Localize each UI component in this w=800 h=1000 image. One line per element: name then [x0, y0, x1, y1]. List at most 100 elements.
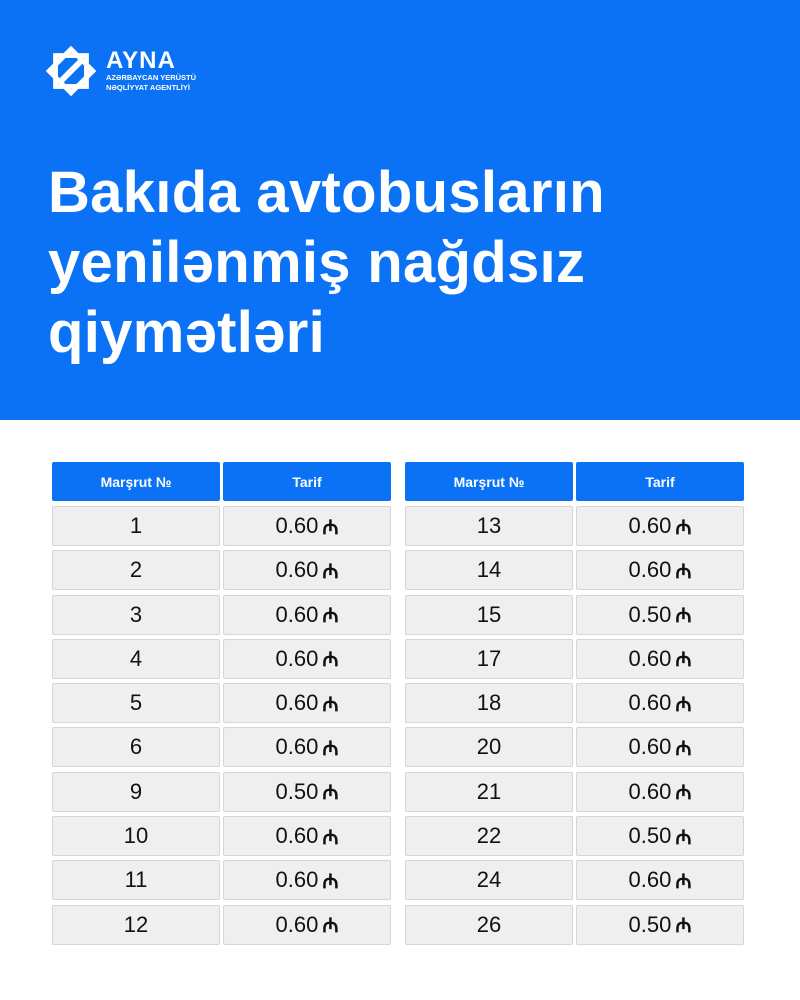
fare-value: 0.60 — [628, 513, 672, 538]
table-row: 4 0.60 ₼ — [52, 638, 391, 679]
fare-cell: 0.60 ₼ — [223, 683, 391, 724]
fare-cell: 0.60 ₼ — [576, 550, 744, 591]
page-title: Bakıda avtobusların yenilənmiş nağdsız q… — [48, 158, 605, 368]
fare-value: 0.60 — [275, 823, 319, 849]
hero-banner: AYNA AZƏRBAYCAN YERÜSTÜ NƏQLİYYAT AGENTL… — [0, 0, 800, 420]
ayna-star-icon — [45, 45, 97, 97]
manat-icon: ₼ — [322, 915, 339, 938]
fare-value: 0.60 — [628, 867, 672, 893]
logo-line-1: AZƏRBAYCAN YERÜSTÜ — [106, 73, 197, 82]
manat-icon: ₼ — [675, 693, 692, 716]
route-number: 21 — [405, 771, 573, 812]
manat-icon: ₼ — [322, 649, 339, 672]
manat-icon: ₼ — [322, 782, 339, 805]
fare-cell: 0.60 ₼ — [223, 594, 391, 635]
fare-cell: 0.60 ₼ — [223, 727, 391, 768]
route-number: 26 — [405, 904, 573, 945]
fare-cell: 0.50 ₼ — [576, 594, 744, 635]
fare-value: 0.60 — [275, 513, 319, 538]
manat-icon: ₼ — [675, 826, 692, 849]
table-row: 26 0.50 ₼ — [405, 904, 744, 945]
logo-brand: AYNA — [106, 47, 176, 74]
route-number: 5 — [52, 683, 220, 724]
route-number: 13 — [405, 506, 573, 546]
fare-value: 0.50 — [628, 601, 672, 627]
manat-icon: ₼ — [675, 649, 692, 672]
table-row: 6 0.60 ₼ — [52, 727, 391, 768]
manat-icon: ₼ — [322, 870, 339, 893]
fare-cell: 0.60 ₼ — [223, 638, 391, 679]
route-number: 24 — [405, 860, 573, 901]
table-row: 10 0.60 ₼ — [52, 816, 391, 857]
title-line: Bakıda avtobusların — [48, 160, 605, 225]
manat-icon: ₼ — [322, 693, 339, 716]
table-row: 3 0.60 ₼ — [52, 594, 391, 635]
table-row: 21 0.60 ₼ — [405, 771, 744, 812]
route-number: 10 — [52, 816, 220, 857]
fare-value: 0.60 — [628, 690, 672, 716]
manat-icon: ₼ — [675, 737, 692, 760]
column-header: Tarif — [576, 462, 744, 501]
route-number: 14 — [405, 550, 573, 591]
fare-cell: 0.60 ₼ — [576, 683, 744, 724]
fare-value: 0.60 — [628, 734, 672, 760]
manat-icon: ₼ — [322, 516, 339, 539]
fare-cell: 0.60 ₼ — [223, 506, 391, 546]
fare-cell: 0.50 ₼ — [223, 771, 391, 812]
manat-icon: ₼ — [675, 870, 692, 893]
table-row: 13 0.60 ₼ — [405, 506, 744, 546]
fare-value: 0.60 — [275, 557, 319, 583]
fare-value: 0.60 — [628, 557, 672, 583]
table-row: 18 0.60 ₼ — [405, 683, 744, 724]
table-row: 1 0.60 ₼ — [52, 506, 391, 546]
table-row: 2 0.60 ₼ — [52, 550, 391, 591]
manat-icon: ₼ — [322, 560, 339, 583]
logo: AYNA AZƏRBAYCAN YERÜSTÜ NƏQLİYYAT AGENTL… — [42, 42, 196, 100]
table-row: 22 0.50 ₼ — [405, 816, 744, 857]
table-header: Marşrut № Tarif — [405, 462, 744, 501]
fare-cell: 0.60 ₼ — [576, 727, 744, 768]
route-number: 20 — [405, 727, 573, 768]
manat-icon: ₼ — [322, 826, 339, 849]
route-number: 15 — [405, 594, 573, 635]
manat-icon: ₼ — [675, 915, 692, 938]
manat-icon: ₼ — [322, 605, 339, 628]
route-number: 18 — [405, 683, 573, 724]
route-number: 12 — [52, 904, 220, 945]
logo-line-2: NƏQLİYYAT AGENTLİYİ — [106, 83, 190, 92]
route-number: 4 — [52, 638, 220, 679]
manat-icon: ₼ — [675, 782, 692, 805]
fare-cell: 0.60 ₼ — [223, 816, 391, 857]
fare-value: 0.50 — [628, 823, 672, 849]
fare-cell: 0.60 ₼ — [576, 506, 744, 546]
fare-value: 0.60 — [275, 690, 319, 716]
table-row: 11 0.60 ₼ — [52, 860, 391, 901]
table-row: 24 0.60 ₼ — [405, 860, 744, 901]
table-row: 20 0.60 ₼ — [405, 727, 744, 768]
fare-value: 0.60 — [275, 601, 319, 627]
fare-cell: 0.60 ₼ — [223, 860, 391, 901]
fare-value: 0.60 — [275, 867, 319, 893]
table-row: 12 0.60 ₼ — [52, 904, 391, 945]
fare-cell: 0.50 ₼ — [576, 816, 744, 857]
fare-cell: 0.60 ₼ — [223, 550, 391, 591]
fare-cell: 0.60 ₼ — [223, 904, 391, 945]
fare-value: 0.60 — [275, 734, 319, 760]
fare-value: 0.60 — [628, 645, 672, 671]
fare-table-right: Marşrut № Tarif 13 0.60 ₼ 14 0.60 ₼ 15 0.50… — [405, 462, 744, 949]
fare-value: 0.60 — [275, 911, 319, 937]
route-number: 3 — [52, 594, 220, 635]
route-number: 1 — [52, 506, 220, 546]
route-number: 11 — [52, 860, 220, 901]
table-row: 5 0.60 ₼ — [52, 683, 391, 724]
fare-cell: 0.60 ₼ — [576, 771, 744, 812]
fare-cell: 0.60 ₼ — [576, 638, 744, 679]
fare-cell: 0.60 ₼ — [576, 860, 744, 901]
column-header: Marşrut № — [405, 462, 573, 501]
route-number: 22 — [405, 816, 573, 857]
table-header: Marşrut № Tarif — [52, 462, 391, 501]
table-row: 9 0.50 ₼ — [52, 771, 391, 812]
route-number: 9 — [52, 771, 220, 812]
column-header: Marşrut № — [52, 462, 220, 501]
fare-value: 0.60 — [628, 778, 672, 804]
